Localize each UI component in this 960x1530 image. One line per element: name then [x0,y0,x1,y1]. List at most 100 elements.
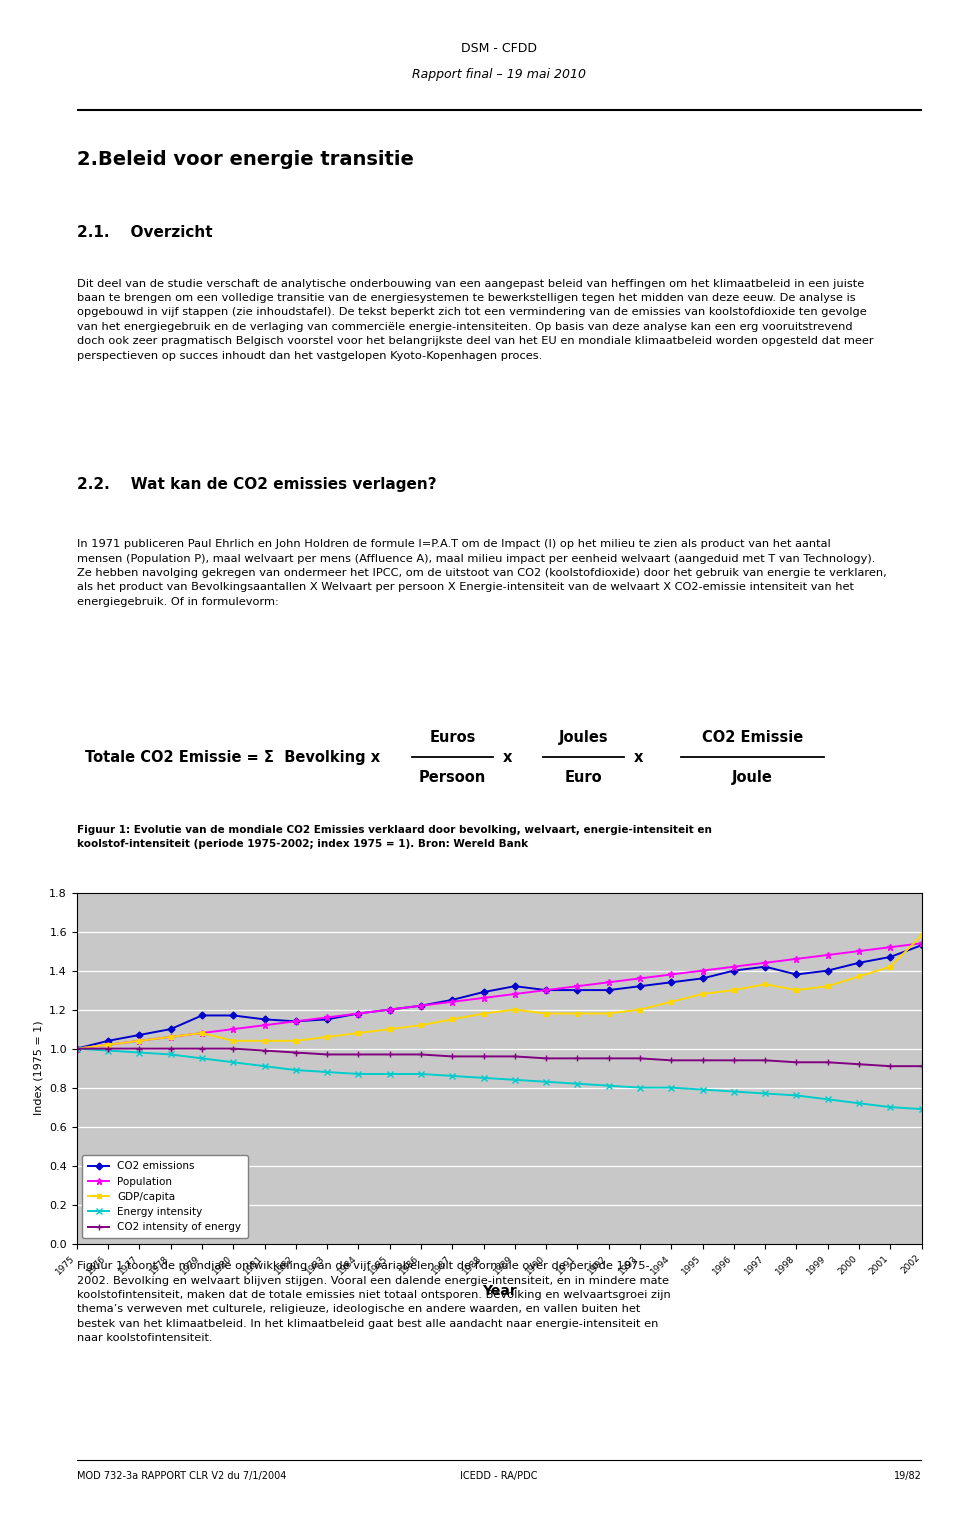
GDP/capita [71,1039,83,1057]
Text: 2.1.    Overzicht: 2.1. Overzicht [77,225,212,240]
GDP/capita [384,1021,396,1039]
CO2 intensity of energy [478,1047,490,1065]
Population [697,961,708,979]
CO2 emissions [540,981,552,999]
CO2 emissions [603,981,614,999]
GDP/capita [165,1028,177,1047]
CO2 intensity of energy [228,1039,239,1057]
CO2 emissions [133,1025,145,1043]
Text: ICEDD - RA/PDC: ICEDD - RA/PDC [461,1470,538,1481]
Energy intensity [697,1080,708,1099]
Y-axis label: Index (1975 = 1): Index (1975 = 1) [34,1021,44,1115]
CO2 emissions [259,1010,271,1028]
Energy intensity [822,1091,833,1109]
CO2 intensity of energy [352,1045,364,1063]
CO2 intensity of energy [290,1043,301,1062]
Text: In 1971 publiceren Paul Ehrlich en John Holdren de formule I=P.A.T om de Impact : In 1971 publiceren Paul Ehrlich en John … [77,539,886,607]
Energy intensity [352,1065,364,1083]
Legend: CO2 emissions, Population, GDP/capita, Energy intensity, CO2 intensity of energy: CO2 emissions, Population, GDP/capita, E… [82,1155,248,1238]
Text: Dit deel van de studie verschaft de analytische onderbouwing van een aangepast b: Dit deel van de studie verschaft de anal… [77,278,874,361]
CO2 emissions [822,961,833,979]
Population [884,938,896,956]
CO2 intensity of energy [103,1039,114,1057]
CO2 intensity of energy [509,1047,520,1065]
CO2 emissions [853,953,865,972]
CO2 emissions [103,1031,114,1050]
Energy intensity [665,1079,677,1097]
Text: x: x [634,750,643,765]
X-axis label: Year: Year [482,1284,516,1299]
Energy intensity [228,1053,239,1071]
CO2 intensity of energy [603,1050,614,1068]
Population [853,942,865,961]
Population [571,978,583,996]
GDP/capita [759,975,771,993]
CO2 intensity of energy [759,1051,771,1069]
Line: CO2 intensity of energy: CO2 intensity of energy [73,1045,925,1069]
GDP/capita [322,1028,333,1047]
GDP/capita [446,1010,458,1028]
Population [540,981,552,999]
CO2 emissions [322,1010,333,1028]
Line: Energy intensity: Energy intensity [73,1045,925,1112]
CO2 emissions [665,973,677,991]
Population [665,965,677,984]
GDP/capita [352,1024,364,1042]
CO2 emissions [728,961,739,979]
Text: MOD 732-3a RAPPORT CLR V2 du 7/1/2004: MOD 732-3a RAPPORT CLR V2 du 7/1/2004 [77,1470,286,1481]
CO2 intensity of energy [791,1053,803,1071]
Energy intensity [478,1068,490,1086]
GDP/capita [697,985,708,1004]
Text: 2.2.    Wat kan de CO2 emissies verlagen?: 2.2. Wat kan de CO2 emissies verlagen? [77,477,437,491]
CO2 emissions [165,1021,177,1039]
Text: Totale CO2 Emissie = Σ  Bevolking x: Totale CO2 Emissie = Σ Bevolking x [85,750,386,765]
Population [478,988,490,1007]
GDP/capita [571,1004,583,1022]
CO2 emissions [290,1013,301,1031]
CO2 intensity of energy [884,1057,896,1076]
GDP/capita [478,1004,490,1022]
CO2 intensity of energy [540,1050,552,1068]
Text: Euros: Euros [429,730,476,745]
Energy intensity [884,1099,896,1117]
Energy intensity [384,1065,396,1083]
CO2 intensity of energy [665,1051,677,1069]
GDP/capita [133,1031,145,1050]
CO2 emissions [196,1007,207,1025]
Line: GDP/capita: GDP/capita [74,933,924,1051]
GDP/capita [259,1031,271,1050]
CO2 emissions [571,981,583,999]
Population [228,1021,239,1039]
Population [322,1008,333,1027]
Population [352,1004,364,1022]
Energy intensity [259,1057,271,1076]
Energy intensity [103,1042,114,1060]
CO2 intensity of energy [322,1045,333,1063]
Energy intensity [603,1077,614,1095]
GDP/capita [416,1016,427,1034]
Population [290,1013,301,1031]
Population [791,950,803,968]
Population [446,993,458,1011]
CO2 emissions [509,978,520,996]
CO2 emissions [352,1004,364,1022]
Energy intensity [290,1060,301,1079]
Text: Persoon: Persoon [420,770,487,785]
Energy intensity [509,1071,520,1089]
Energy intensity [322,1063,333,1082]
Energy intensity [728,1082,739,1100]
Population [916,935,927,953]
GDP/capita [196,1024,207,1042]
Text: DSM - CFDD: DSM - CFDD [461,41,538,55]
Population [603,973,614,991]
GDP/capita [822,978,833,996]
Line: CO2 emissions: CO2 emissions [74,942,924,1051]
CO2 intensity of energy [853,1056,865,1074]
GDP/capita [603,1004,614,1022]
Population [822,946,833,964]
Population [165,1028,177,1047]
CO2 intensity of energy [446,1047,458,1065]
CO2 intensity of energy [165,1039,177,1057]
Text: Rapport final – 19 mai 2010: Rapport final – 19 mai 2010 [412,69,587,81]
CO2 emissions [697,968,708,987]
